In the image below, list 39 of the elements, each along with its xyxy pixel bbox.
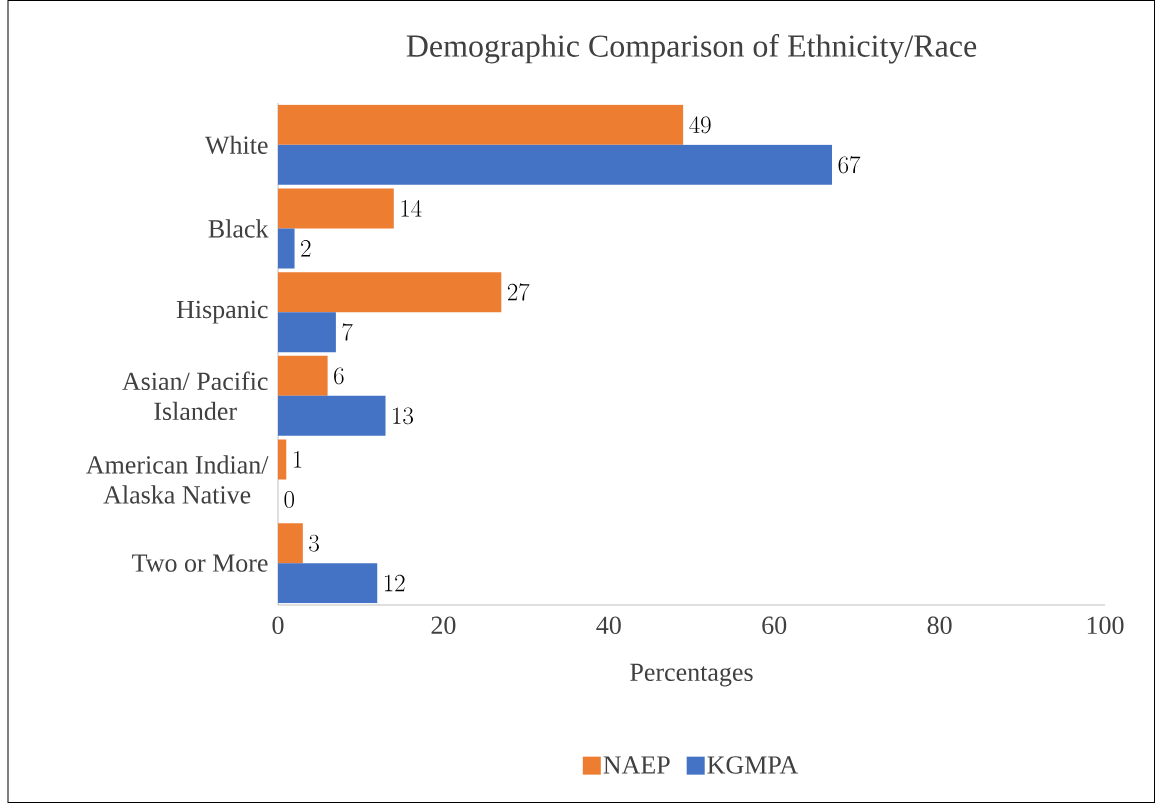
x-tick-label: 80 [927, 616, 952, 635]
bar [278, 188, 394, 229]
y-tick-label: American Indian/ Alaska Native [86, 455, 269, 504]
bar [278, 355, 328, 396]
legend-label: NAEP [603, 756, 670, 774]
bar [278, 563, 378, 604]
y-tick-label: Two or More [132, 554, 268, 572]
y-tick-label: White [204, 135, 268, 155]
data-label: 1 [293, 451, 302, 468]
data-label: 49 [689, 116, 711, 134]
data-label: 13 [393, 407, 414, 425]
data-label: 67 [838, 156, 861, 174]
bar [278, 272, 502, 313]
bar [278, 104, 684, 145]
data-label: 6 [334, 367, 344, 385]
x-tick-label: 20 [431, 616, 456, 635]
bar [278, 439, 287, 480]
data-label: 3 [309, 534, 319, 552]
data-label: 27 [507, 283, 530, 301]
bar [278, 395, 386, 436]
data-label: 12 [384, 574, 405, 592]
data-label: 2 [301, 240, 311, 257]
bar [278, 523, 303, 564]
bar [278, 144, 833, 185]
x-tick-label: 100 [1087, 616, 1124, 635]
x-axis-title: Percentages [630, 663, 753, 687]
x-tick-label: 40 [596, 616, 621, 635]
legend-label: KGMPA [707, 756, 799, 774]
data-label: 14 [401, 199, 422, 217]
bar [278, 228, 295, 269]
y-tick-label: Black [208, 219, 269, 238]
data-label: 0 [284, 491, 294, 508]
bar [278, 312, 336, 353]
chart-title: Demographic Comparison of Ethnicity/Race [406, 34, 977, 64]
x-tick-label: 60 [762, 616, 787, 635]
data-label: 7 [342, 323, 353, 341]
x-tick-label: 0 [272, 616, 284, 635]
y-tick-label: Hispanic [176, 300, 268, 324]
y-tick-label: Asian/ Pacific Islander [122, 371, 268, 421]
